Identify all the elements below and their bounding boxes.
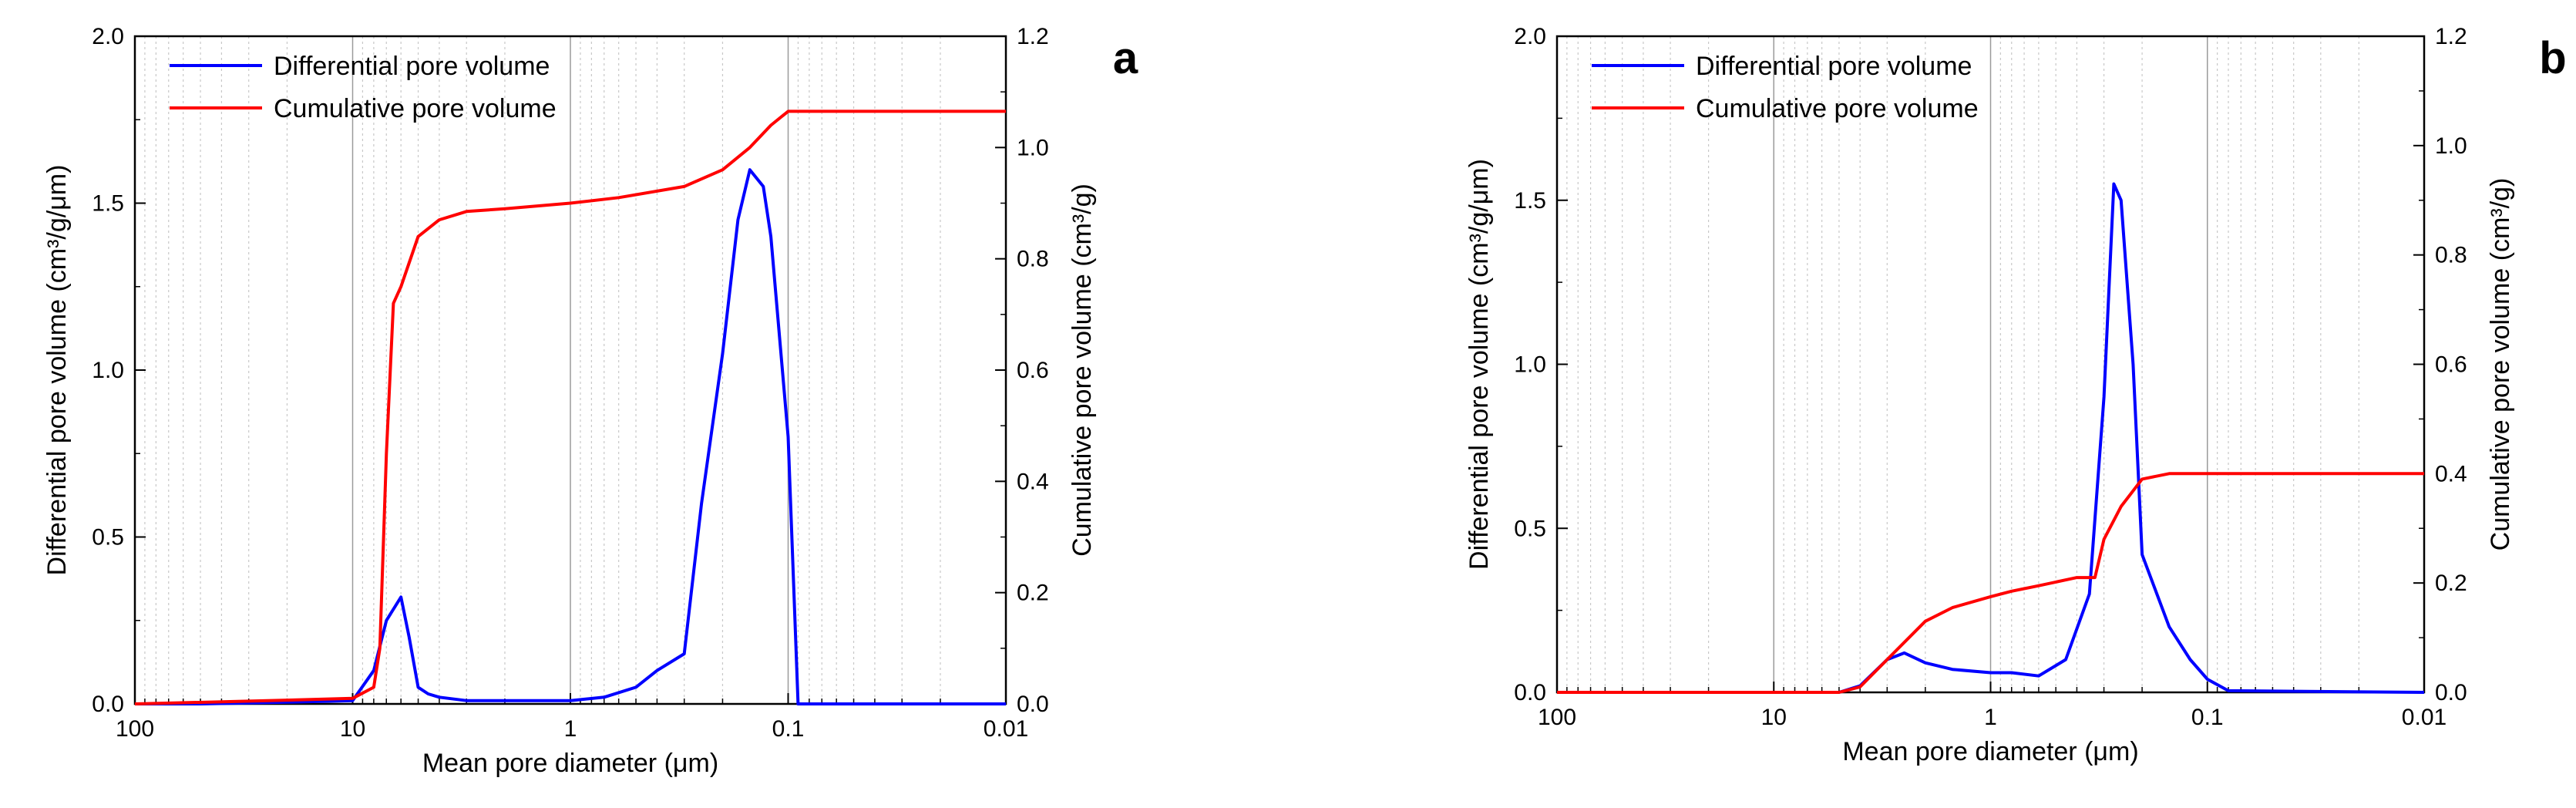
y-right-tick-label: 0.8 xyxy=(1017,247,1049,272)
y-left-tick-label: 0.0 xyxy=(92,692,124,717)
x-axis-title: Mean pore diameter (μm) xyxy=(422,749,718,778)
legend-label: Differential pore volume xyxy=(274,52,550,81)
y-right-axis-title: Cumulative pore volume (cm³/g) xyxy=(1068,183,1097,557)
panel-label: b xyxy=(2539,33,2566,83)
y-right-tick-label: 1.2 xyxy=(1017,24,1049,49)
y-right-tick-label: 0.0 xyxy=(1017,692,1049,717)
x-tick-label: 100 xyxy=(116,716,154,742)
y-left-tick-label: 1.0 xyxy=(92,358,124,383)
x-tick-label: 10 xyxy=(340,716,365,742)
x-tick-label: 100 xyxy=(1538,705,1576,730)
x-tick-label: 0.1 xyxy=(772,716,805,742)
y-left-axis-title: Differential pore volume (cm³/g/μm) xyxy=(42,165,72,576)
y-right-tick-label: 0.4 xyxy=(1017,469,1049,494)
y-left-tick-label: 2.0 xyxy=(92,24,124,49)
series-line-cumulative xyxy=(134,109,1006,705)
y-right-tick-label: 0.2 xyxy=(2435,571,2467,596)
y-right-tick-label: 1.0 xyxy=(1017,135,1049,160)
x-tick-label: 0.01 xyxy=(2402,705,2447,730)
y-right-tick-label: 0.6 xyxy=(1017,358,1049,383)
legend-label: Differential pore volume xyxy=(1696,52,1972,81)
y-left-tick-label: 0.0 xyxy=(1514,680,1546,705)
x-tick-label: 1 xyxy=(1984,705,1997,730)
y-right-tick-label: 0.6 xyxy=(2435,352,2467,378)
chart-panel-a: 100 10 1 0.1 0.010.00.51.01.52.00.00.20.40.6… xyxy=(42,24,1138,778)
x-axis-title: Mean pore diameter (μm) xyxy=(1842,737,2138,766)
x-tick-label: 10 xyxy=(1761,705,1787,730)
chart-panel-b: 100 10 1 0.1 0.010.00.51.01.52.00.00.20.40.6… xyxy=(1465,24,2567,766)
y-left-tick-label: 1.5 xyxy=(1514,188,1546,214)
y-left-tick-label: 1.5 xyxy=(92,191,124,217)
x-tick-label: 0.01 xyxy=(984,716,1028,742)
y-right-tick-label: 0.2 xyxy=(1017,581,1049,606)
legend-label: Cumulative pore volume xyxy=(1696,94,1979,123)
series-line-differential xyxy=(1557,182,2425,694)
series-line-cumulative xyxy=(1557,472,2424,694)
y-left-tick-label: 1.0 xyxy=(1514,352,1546,378)
y-right-tick-label: 0.4 xyxy=(2435,461,2467,486)
legend-label: Cumulative pore volume xyxy=(274,94,557,123)
y-left-tick-label: 0.5 xyxy=(1514,516,1546,541)
y-right-tick-label: 0.8 xyxy=(2435,243,2467,268)
y-right-tick-label: 1.0 xyxy=(2435,133,2467,159)
y-right-tick-label: 1.2 xyxy=(2435,24,2467,49)
panel-label: a xyxy=(1113,33,1138,83)
x-tick-label: 1 xyxy=(564,716,577,742)
y-left-axis-title: Differential pore volume (cm³/g/μm) xyxy=(1465,159,1494,570)
y-left-tick-label: 0.5 xyxy=(92,525,124,550)
x-tick-label: 0.1 xyxy=(2191,705,2224,730)
y-right-tick-label: 0.0 xyxy=(2435,680,2467,705)
y-right-axis-title: Cumulative pore volume (cm³/g) xyxy=(2486,178,2515,551)
y-left-tick-label: 2.0 xyxy=(1514,24,1546,49)
